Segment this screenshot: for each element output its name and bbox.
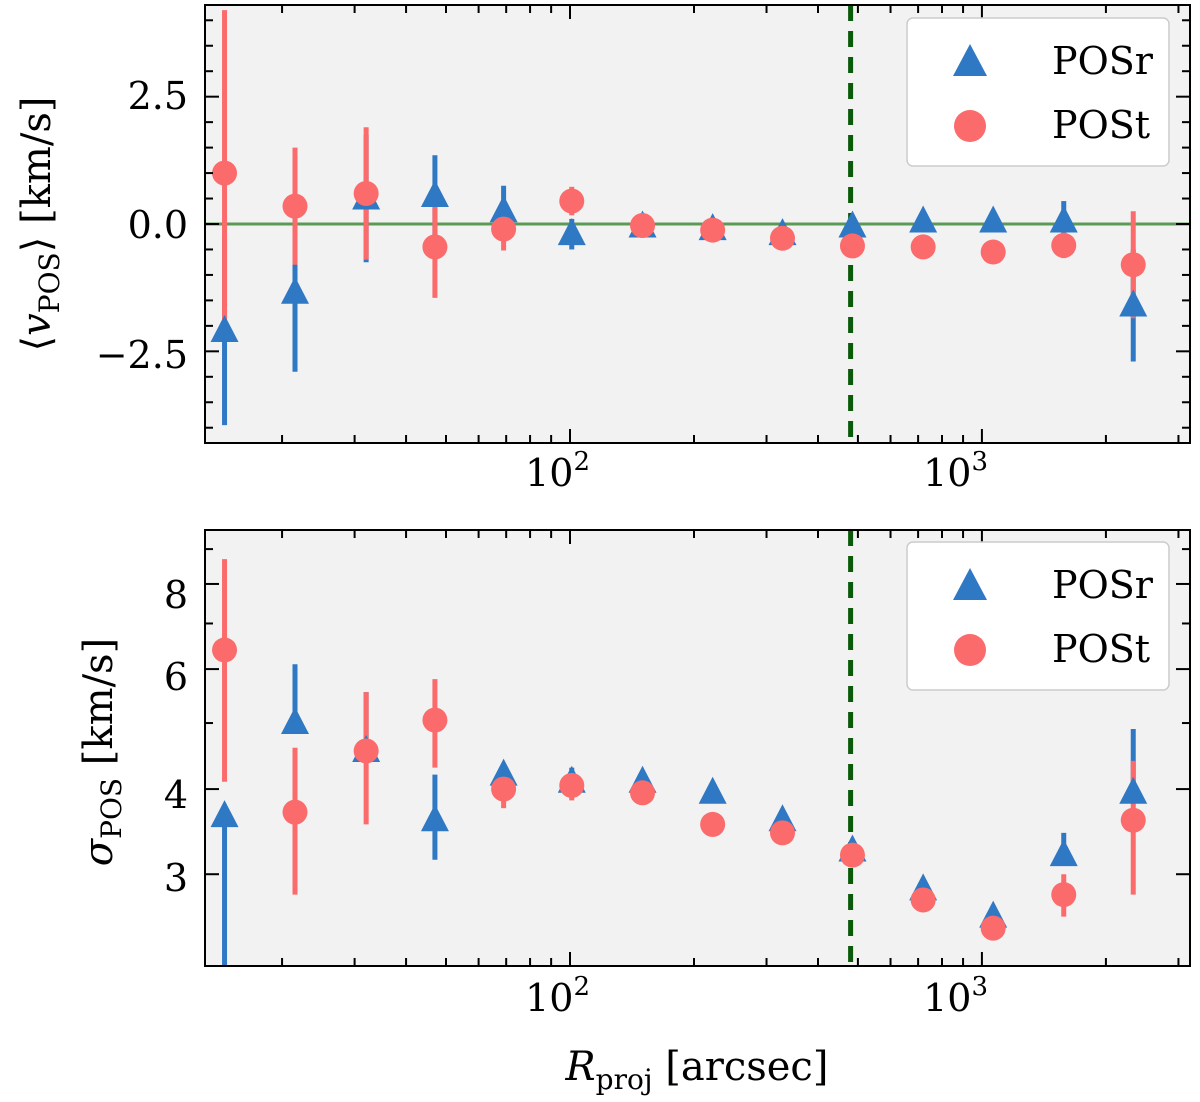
posr-marker <box>909 205 938 233</box>
bottom-panel: POSr POSt 8 6 4 3 102 103 σPOS [km/s] Rp… <box>76 529 1191 1096</box>
top-ticks <box>205 5 1190 443</box>
bottom-legend-posr-label: POSr <box>1052 563 1154 607</box>
bottom-legend-post-marker <box>954 634 986 666</box>
bottom-ytick-label: 4 <box>164 773 188 817</box>
top-ytick-label: 0.0 <box>128 203 188 247</box>
top-xtick-label: 102 <box>525 447 590 495</box>
posr-marker <box>210 314 239 342</box>
post-marker <box>1051 882 1077 908</box>
top-legend-post-label: POSt <box>1052 103 1150 147</box>
posr-marker <box>979 205 1008 233</box>
posr-marker <box>210 800 239 828</box>
post-marker <box>1120 252 1146 278</box>
bottom-ytick-label: 6 <box>164 655 188 699</box>
bottom-plot-frame <box>204 529 1191 967</box>
post-marker <box>491 216 517 242</box>
post-marker <box>1051 232 1077 258</box>
post-marker <box>700 217 726 243</box>
top-plot-frame <box>204 4 1191 444</box>
post-marker <box>769 820 795 846</box>
top-panel: POSr POSt 2.5 0.0 −2.5 102 103 ⟨vPOS⟩ [k… <box>14 4 1191 495</box>
post-marker <box>422 707 448 733</box>
post-marker <box>1120 807 1146 833</box>
posr-marker <box>420 804 449 832</box>
posr-marker <box>1049 839 1078 867</box>
post-marker <box>353 738 379 764</box>
posr-marker <box>838 210 867 238</box>
bottom-xtick-label: 103 <box>923 972 988 1020</box>
posr-marker <box>1119 776 1148 804</box>
posr-marker <box>1119 289 1148 317</box>
post-marker <box>910 234 936 260</box>
bottom-legend-posr-marker <box>953 568 987 600</box>
post-marker <box>980 915 1006 941</box>
post-marker <box>212 160 238 186</box>
post-marker <box>700 811 726 837</box>
top-xtick-label: 103 <box>923 447 988 495</box>
post-marker <box>559 188 585 214</box>
bottom-markers <box>210 637 1148 941</box>
post-marker <box>559 772 585 798</box>
post-marker <box>910 887 936 913</box>
post-marker <box>630 213 656 239</box>
post-marker <box>839 842 865 868</box>
posr-marker <box>489 195 518 223</box>
post-marker <box>353 180 379 206</box>
top-legend: POSr POSt <box>906 17 1170 167</box>
post-marker <box>422 234 448 260</box>
posr-marker <box>420 179 449 207</box>
post-marker <box>282 799 308 825</box>
top-legend-posr-label: POSr <box>1052 39 1154 83</box>
posr-marker <box>557 218 586 246</box>
top-ytick-label: −2.5 <box>96 333 188 377</box>
post-marker <box>980 239 1006 265</box>
post-marker <box>839 233 865 259</box>
bottom-ytick-label: 3 <box>164 856 188 900</box>
bottom-xlabel: Rproj [arcsec] <box>565 1044 829 1096</box>
post-marker <box>212 637 238 663</box>
top-ylabel: ⟨vPOS⟩ [km/s] <box>14 97 66 352</box>
bottom-ylabel: σPOS [km/s] <box>76 638 128 866</box>
top-legend-posr-marker <box>953 44 987 76</box>
bottom-ytick-label: 8 <box>164 573 188 617</box>
post-marker <box>282 193 308 219</box>
top-ytick-label: 2.5 <box>128 74 188 118</box>
bottom-legend-post-label: POSt <box>1052 627 1150 671</box>
posr-marker <box>698 776 727 804</box>
bottom-xtick-label: 102 <box>525 972 590 1020</box>
posr-marker <box>281 707 310 735</box>
top-legend-post-marker <box>954 110 986 142</box>
bottom-legend: POSr POSt <box>906 541 1170 691</box>
posr-marker <box>1049 205 1078 233</box>
post-marker <box>630 780 656 806</box>
post-marker <box>769 225 795 251</box>
posr-marker <box>281 276 310 304</box>
top-markers <box>210 160 1148 342</box>
post-marker <box>491 776 517 802</box>
